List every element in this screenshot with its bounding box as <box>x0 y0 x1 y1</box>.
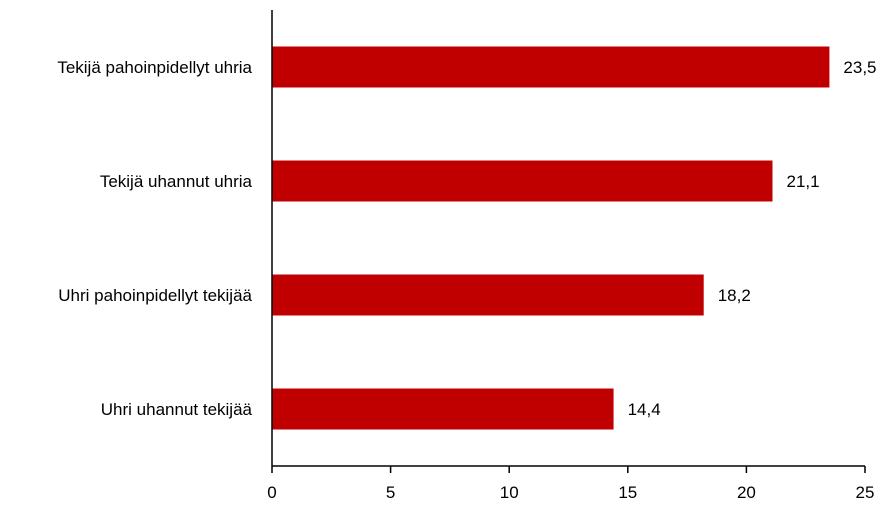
data-label: 18,2 <box>718 286 751 305</box>
category-label: Uhri pahoinpidellyt tekijää <box>58 286 252 305</box>
bars-group <box>272 46 830 430</box>
bar <box>272 160 773 202</box>
category-label: Tekijä uhannut uhria <box>100 172 253 191</box>
category-labels: Tekijä pahoinpidellyt uhria Tekijä uhannu… <box>57 58 252 419</box>
x-tick-label: 5 <box>386 483 395 502</box>
bar <box>272 46 830 88</box>
category-label: Uhri uhannut tekijää <box>101 400 253 419</box>
value-labels: 23,5 21,1 18,2 14,4 <box>628 58 877 419</box>
x-axis-tick-labels: 0 5 10 15 20 25 <box>267 483 874 502</box>
x-tick-label: 15 <box>618 483 637 502</box>
x-axis-ticks <box>271 466 866 473</box>
x-tick-label: 0 <box>267 483 276 502</box>
category-label: Tekijä pahoinpidellyt uhria <box>57 58 252 77</box>
bar <box>272 388 614 430</box>
x-tick-label: 20 <box>737 483 756 502</box>
data-label: 23,5 <box>843 58 876 77</box>
data-label: 21,1 <box>786 172 819 191</box>
data-label: 14,4 <box>628 400 661 419</box>
x-tick-label: 10 <box>500 483 519 502</box>
x-tick-label: 25 <box>856 483 875 502</box>
bar <box>272 274 704 316</box>
